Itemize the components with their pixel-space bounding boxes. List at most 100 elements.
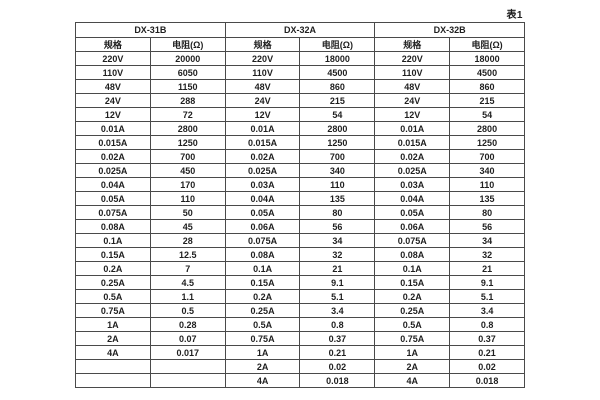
group-header-dx31b: DX-31B [75,22,226,38]
table-row: 0.15A 12.5 0.08A 32 0.08A 32 [75,247,525,262]
table-cell: 2800 [149,121,226,136]
table-cell: 2A [374,359,451,374]
table-cell: 110 [449,177,525,192]
table-cell: 700 [149,149,226,164]
table-cell: 0.5A [75,289,151,304]
table-cell: 1A [374,345,451,360]
table-row: 0.075A 50 0.05A 80 0.05A 80 [75,205,525,220]
table-cell: 3.4 [299,303,376,318]
table-cell: 50 [149,205,226,220]
table-cell: 0.37 [299,331,376,346]
table-cell: 2800 [449,121,525,136]
table-cell: 1250 [149,135,226,150]
table-cell: 12V [75,107,151,122]
table-row: 4A 0.017 1A 0.21 1A 0.21 [75,345,525,360]
table-row: 0.04A 170 0.03A 110 0.03A 110 [75,177,525,192]
table-cell: 4A [374,373,451,388]
table-cell: 110 [299,177,376,192]
table-cell: 21 [449,261,525,276]
table-cell: 0.5 [149,303,226,318]
resistance-column-header: 电阻(Ω) [299,37,376,52]
table-cell: 0.06A [374,219,451,234]
table-cell: 4500 [299,65,376,80]
table-cell: 1A [75,317,151,332]
table-cell: 24V [75,93,151,108]
table-cell: 0.1A [75,233,151,248]
table-cell: 1250 [449,135,525,150]
table-cell: 9.1 [299,275,376,290]
table-cell: 0.8 [449,317,525,332]
table-cell: 340 [299,163,376,178]
table-cell: 0.025A [224,163,301,178]
table-cell: 0.08A [75,219,151,234]
table-cell: 0.04A [374,191,451,206]
table-cell: 0.75A [75,303,151,318]
table-cell: 24V [374,93,451,108]
table-row: 0.75A 0.5 0.25A 3.4 0.25A 3.4 [75,303,525,318]
table-cell: 2A [75,331,151,346]
table-cell: 24V [224,93,301,108]
table-cell: 34 [449,233,525,248]
table-cell: 0.075A [374,233,451,248]
table-cell: 18000 [449,51,525,66]
table-cell: 4A [224,373,301,388]
table-cell: 12.5 [149,247,226,262]
table-cell: 700 [449,149,525,164]
table-cell: 0.02A [224,149,301,164]
table-row: 48V 1150 48V 860 48V 860 [75,79,525,94]
table-cell: 0.075A [224,233,301,248]
table-cell: 0.03A [224,177,301,192]
table-cell: 72 [149,107,226,122]
table-cell: 0.15A [224,275,301,290]
table-cell: 700 [299,149,376,164]
table-cell: 80 [299,205,376,220]
table-cell: 0.03A [374,177,451,192]
table-cell: 5.1 [449,289,525,304]
table-row: 12V 72 12V 54 12V 54 [75,107,525,122]
table-row: 0.025A 450 0.025A 340 0.025A 340 [75,163,525,178]
table-cell: 0.017 [149,345,226,360]
table-cell: 110V [374,65,451,80]
table-cell: 45 [149,219,226,234]
group-header-dx32b: DX-32B [374,22,525,38]
resistance-column-header: 电阻(Ω) [149,37,226,52]
table-cell: 80 [449,205,525,220]
table-cell: 54 [449,107,525,122]
table-cell: 1150 [149,79,226,94]
table-row: 0.1A 28 0.075A 34 0.075A 34 [75,233,525,248]
table-cell: 220V [75,51,151,66]
table-cell: 110 [149,191,226,206]
table-cell: 0.02 [449,359,525,374]
table-cell: 1A [224,345,301,360]
table-cell: 0.08A [224,247,301,262]
table-cell: 215 [449,93,525,108]
table-cell: 0.2A [224,289,301,304]
table-cell: 0.018 [299,373,376,388]
table-cell: 5.1 [299,289,376,304]
table-row: 1A 0.28 0.5A 0.8 0.5A 0.8 [75,317,525,332]
table-cell: 4500 [449,65,525,80]
table-cell: 0.015A [75,135,151,150]
table-cell: 56 [449,219,525,234]
table-row: 0.05A 110 0.04A 135 0.04A 135 [75,191,525,206]
spec-column-header: 规格 [224,37,301,52]
table-cell: 0.07 [149,331,226,346]
table-row: 0.5A 1.1 0.2A 5.1 0.2A 5.1 [75,289,525,304]
table-cell [149,359,226,374]
table-cell: 860 [299,79,376,94]
table-cell: 0.02A [75,149,151,164]
table-cell: 0.75A [374,331,451,346]
table-cell: 0.05A [374,205,451,220]
table-row: 2A 0.02 2A 0.02 [75,359,525,374]
table-cell: 20000 [149,51,226,66]
table-cell [75,359,151,374]
table-cell: 4.5 [149,275,226,290]
table-row: 2A 0.07 0.75A 0.37 0.75A 0.37 [75,331,525,346]
table-cell: 110V [75,65,151,80]
table-cell: 1250 [299,135,376,150]
table-cell: 2A [224,359,301,374]
table-cell: 1.1 [149,289,226,304]
table-cell: 0.01A [374,121,451,136]
table-cell: 18000 [299,51,376,66]
table-cell: 0.025A [374,163,451,178]
